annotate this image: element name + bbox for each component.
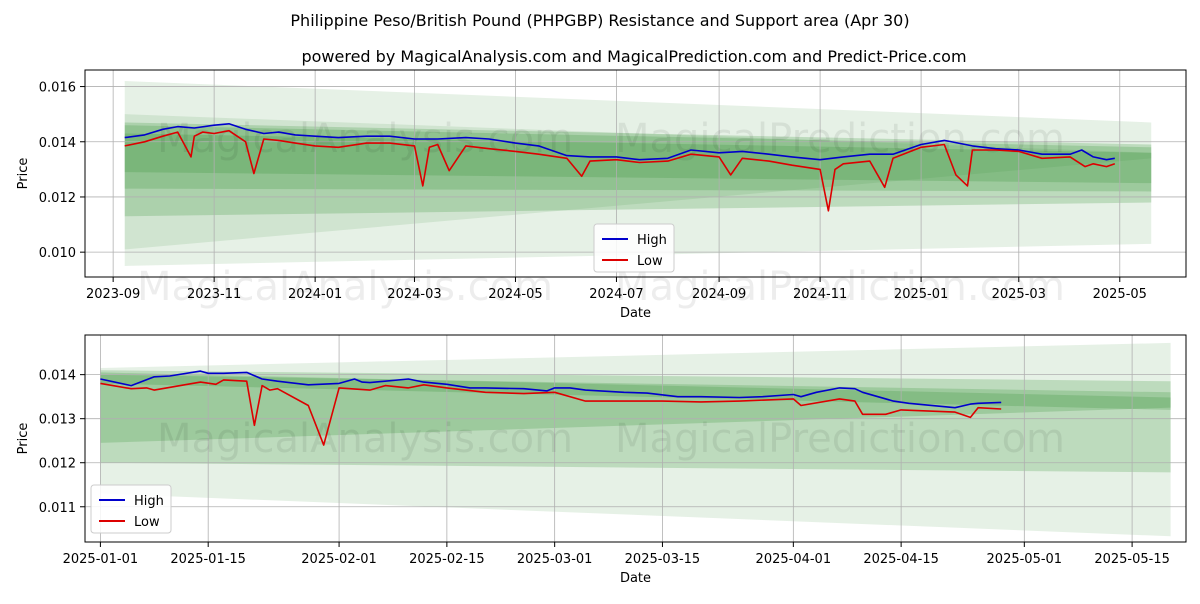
- band-5: [124, 125, 1152, 184]
- x-tick-label: 2023-11: [187, 287, 241, 302]
- series-line-high: [124, 123, 1115, 161]
- band-1: [100, 342, 1171, 537]
- series-lines: [124, 123, 1116, 212]
- x-axis-label: Date: [620, 306, 651, 321]
- watermark-magicalanalysis-lower: MagicalAnalysis.com: [137, 264, 553, 310]
- x-tick-label: 2024-09: [692, 287, 746, 302]
- y-axis-label: Price: [16, 158, 31, 190]
- legend-label-high: High: [134, 494, 164, 509]
- x-tick-label: 2025-02-15: [409, 552, 485, 567]
- x-axis-label: Date: [620, 571, 651, 586]
- x-tick-label: 2025-03: [992, 287, 1046, 302]
- chart-subtitle: powered by MagicalAnalysis.com and Magic…: [301, 47, 966, 66]
- y-tick-label: 0.016: [39, 81, 76, 96]
- x-tick-label: 2024-05: [488, 287, 542, 302]
- x-tick-label: 2025-01: [894, 287, 948, 302]
- grid: [85, 335, 1186, 542]
- legend-label-low: Low: [637, 254, 663, 269]
- x-tick-label: 2025-04-15: [863, 552, 939, 567]
- x-tick-label: 2025-04-01: [756, 552, 832, 567]
- support-resistance-bands: [124, 81, 1152, 266]
- y-tick-label: 0.013: [39, 413, 76, 428]
- y-tick-label: 0.014: [39, 369, 76, 384]
- band-2: [124, 114, 1152, 250]
- legend-label-low: Low: [134, 515, 160, 530]
- y-tick-label: 0.010: [39, 246, 76, 261]
- watermark-magicalanalysis: MagicalAnalysis.com: [157, 416, 573, 462]
- x-tick-label: 2024-11: [793, 287, 847, 302]
- legend: High Low: [90, 484, 172, 534]
- legend: High Low: [593, 223, 675, 273]
- x-tick-label: 2025-03-01: [517, 552, 593, 567]
- band-1: [124, 81, 1152, 266]
- x-tick-label: 2024-07: [589, 287, 643, 302]
- band-2: [100, 370, 1171, 473]
- top-chart: MagicalAnalysis.com MagicalPrediction.com…: [16, 69, 1187, 321]
- x-tick-label: 2025-01-01: [63, 552, 139, 567]
- x-tick-label: 2025-05-15: [1094, 552, 1170, 567]
- watermark-magicalprediction-lower: MagicalPrediction.com: [615, 264, 1065, 310]
- series-line-low: [100, 379, 1002, 446]
- x-tick-label: 2024-01: [288, 287, 342, 302]
- legend-label-high: High: [637, 233, 667, 248]
- band-3: [124, 122, 1152, 217]
- watermark-magicalprediction: MagicalPrediction.com: [615, 116, 1065, 162]
- series-line-high: [100, 370, 1002, 409]
- x-tick-label: 2025-01-15: [170, 552, 246, 567]
- y-tick-label: 0.012: [39, 457, 76, 472]
- y-tick-label: 0.011: [39, 501, 76, 516]
- y-axis-label: Price: [16, 423, 31, 455]
- x-tick-label: 2025-05-01: [987, 552, 1063, 567]
- bottom-chart: MagicalAnalysis.com MagicalPrediction.com…: [16, 334, 1187, 586]
- x-tick-label: 2025-05: [1093, 287, 1147, 302]
- x-tick-label: 2025-03-15: [625, 552, 701, 567]
- chart-title: Philippine Peso/British Pound (PHPGBP) R…: [290, 11, 909, 30]
- watermark-magicalanalysis: MagicalAnalysis.com: [157, 116, 573, 162]
- y-tick-label: 0.014: [39, 136, 76, 151]
- x-tick-label: 2025-02-01: [301, 552, 377, 567]
- x-tick-label: 2023-09: [86, 287, 140, 302]
- series-line-low: [124, 129, 1116, 212]
- support-resistance-bands: [100, 342, 1171, 537]
- x-tick-label: 2024-03: [387, 287, 441, 302]
- series-lines: [100, 370, 1002, 446]
- y-tick-label: 0.012: [39, 191, 76, 206]
- plot-frame: [84, 334, 1187, 543]
- plot-frame: [84, 69, 1187, 278]
- watermark-magicalprediction: MagicalPrediction.com: [615, 416, 1065, 462]
